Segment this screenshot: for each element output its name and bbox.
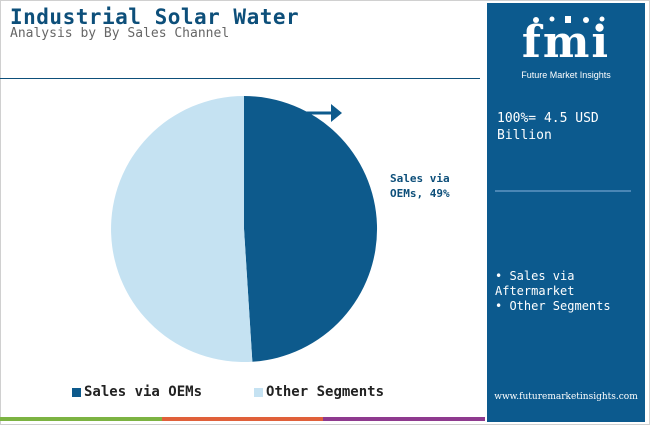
- pie-slice-sales-via-oems: [244, 95, 378, 362]
- website-link[interactable]: www.futuremarketinsights.com: [494, 392, 638, 402]
- chart-legend: Sales via OEMs Other Segments: [72, 384, 384, 400]
- legend-item-other: Other Segments: [254, 384, 384, 400]
- logo-decoration-icon: [533, 16, 605, 23]
- chart-title: Industrial Solar Water: [10, 5, 300, 29]
- bottom-bar-green: [0, 417, 162, 421]
- bottom-color-bar: [0, 417, 486, 421]
- legend-item-oems: Sales via OEMs: [72, 384, 202, 400]
- pie-data-label-oems: Sales via OEMs, 49%: [390, 172, 450, 200]
- logo-text: fmi: [521, 17, 611, 68]
- title-divider: [0, 78, 480, 79]
- panel-segment-item: Sales via Aftermarket: [495, 269, 641, 299]
- legend-label-other: Other Segments: [266, 384, 385, 400]
- pie-chart: [111, 95, 378, 362]
- bottom-bar-purple: [323, 417, 486, 421]
- fmi-logo: fmi Future Market Insights: [506, 13, 626, 83]
- legend-label-oems: Sales via OEMs: [84, 384, 203, 400]
- panel-segment-list: Sales via Aftermarket Other Segments: [495, 269, 641, 314]
- panel-divider: [495, 190, 631, 192]
- legend-swatch-other: [254, 387, 264, 397]
- pie-slice-other-segments: [111, 96, 253, 362]
- side-panel: fmi Future Market Insights 100%= 4.5 USD…: [487, 3, 645, 422]
- bottom-bar-orange: [161, 417, 324, 421]
- panel-segment-item: Other Segments: [495, 299, 641, 314]
- slice-pointer-arrow-icon: [304, 104, 342, 122]
- chart-subtitle: Analysis by By Sales Channel: [10, 26, 230, 41]
- market-total: 100%= 4.5 USD Billion: [497, 111, 599, 143]
- legend-swatch-oems: [72, 387, 81, 397]
- logo-subtitle: Future Market Insights: [521, 70, 611, 80]
